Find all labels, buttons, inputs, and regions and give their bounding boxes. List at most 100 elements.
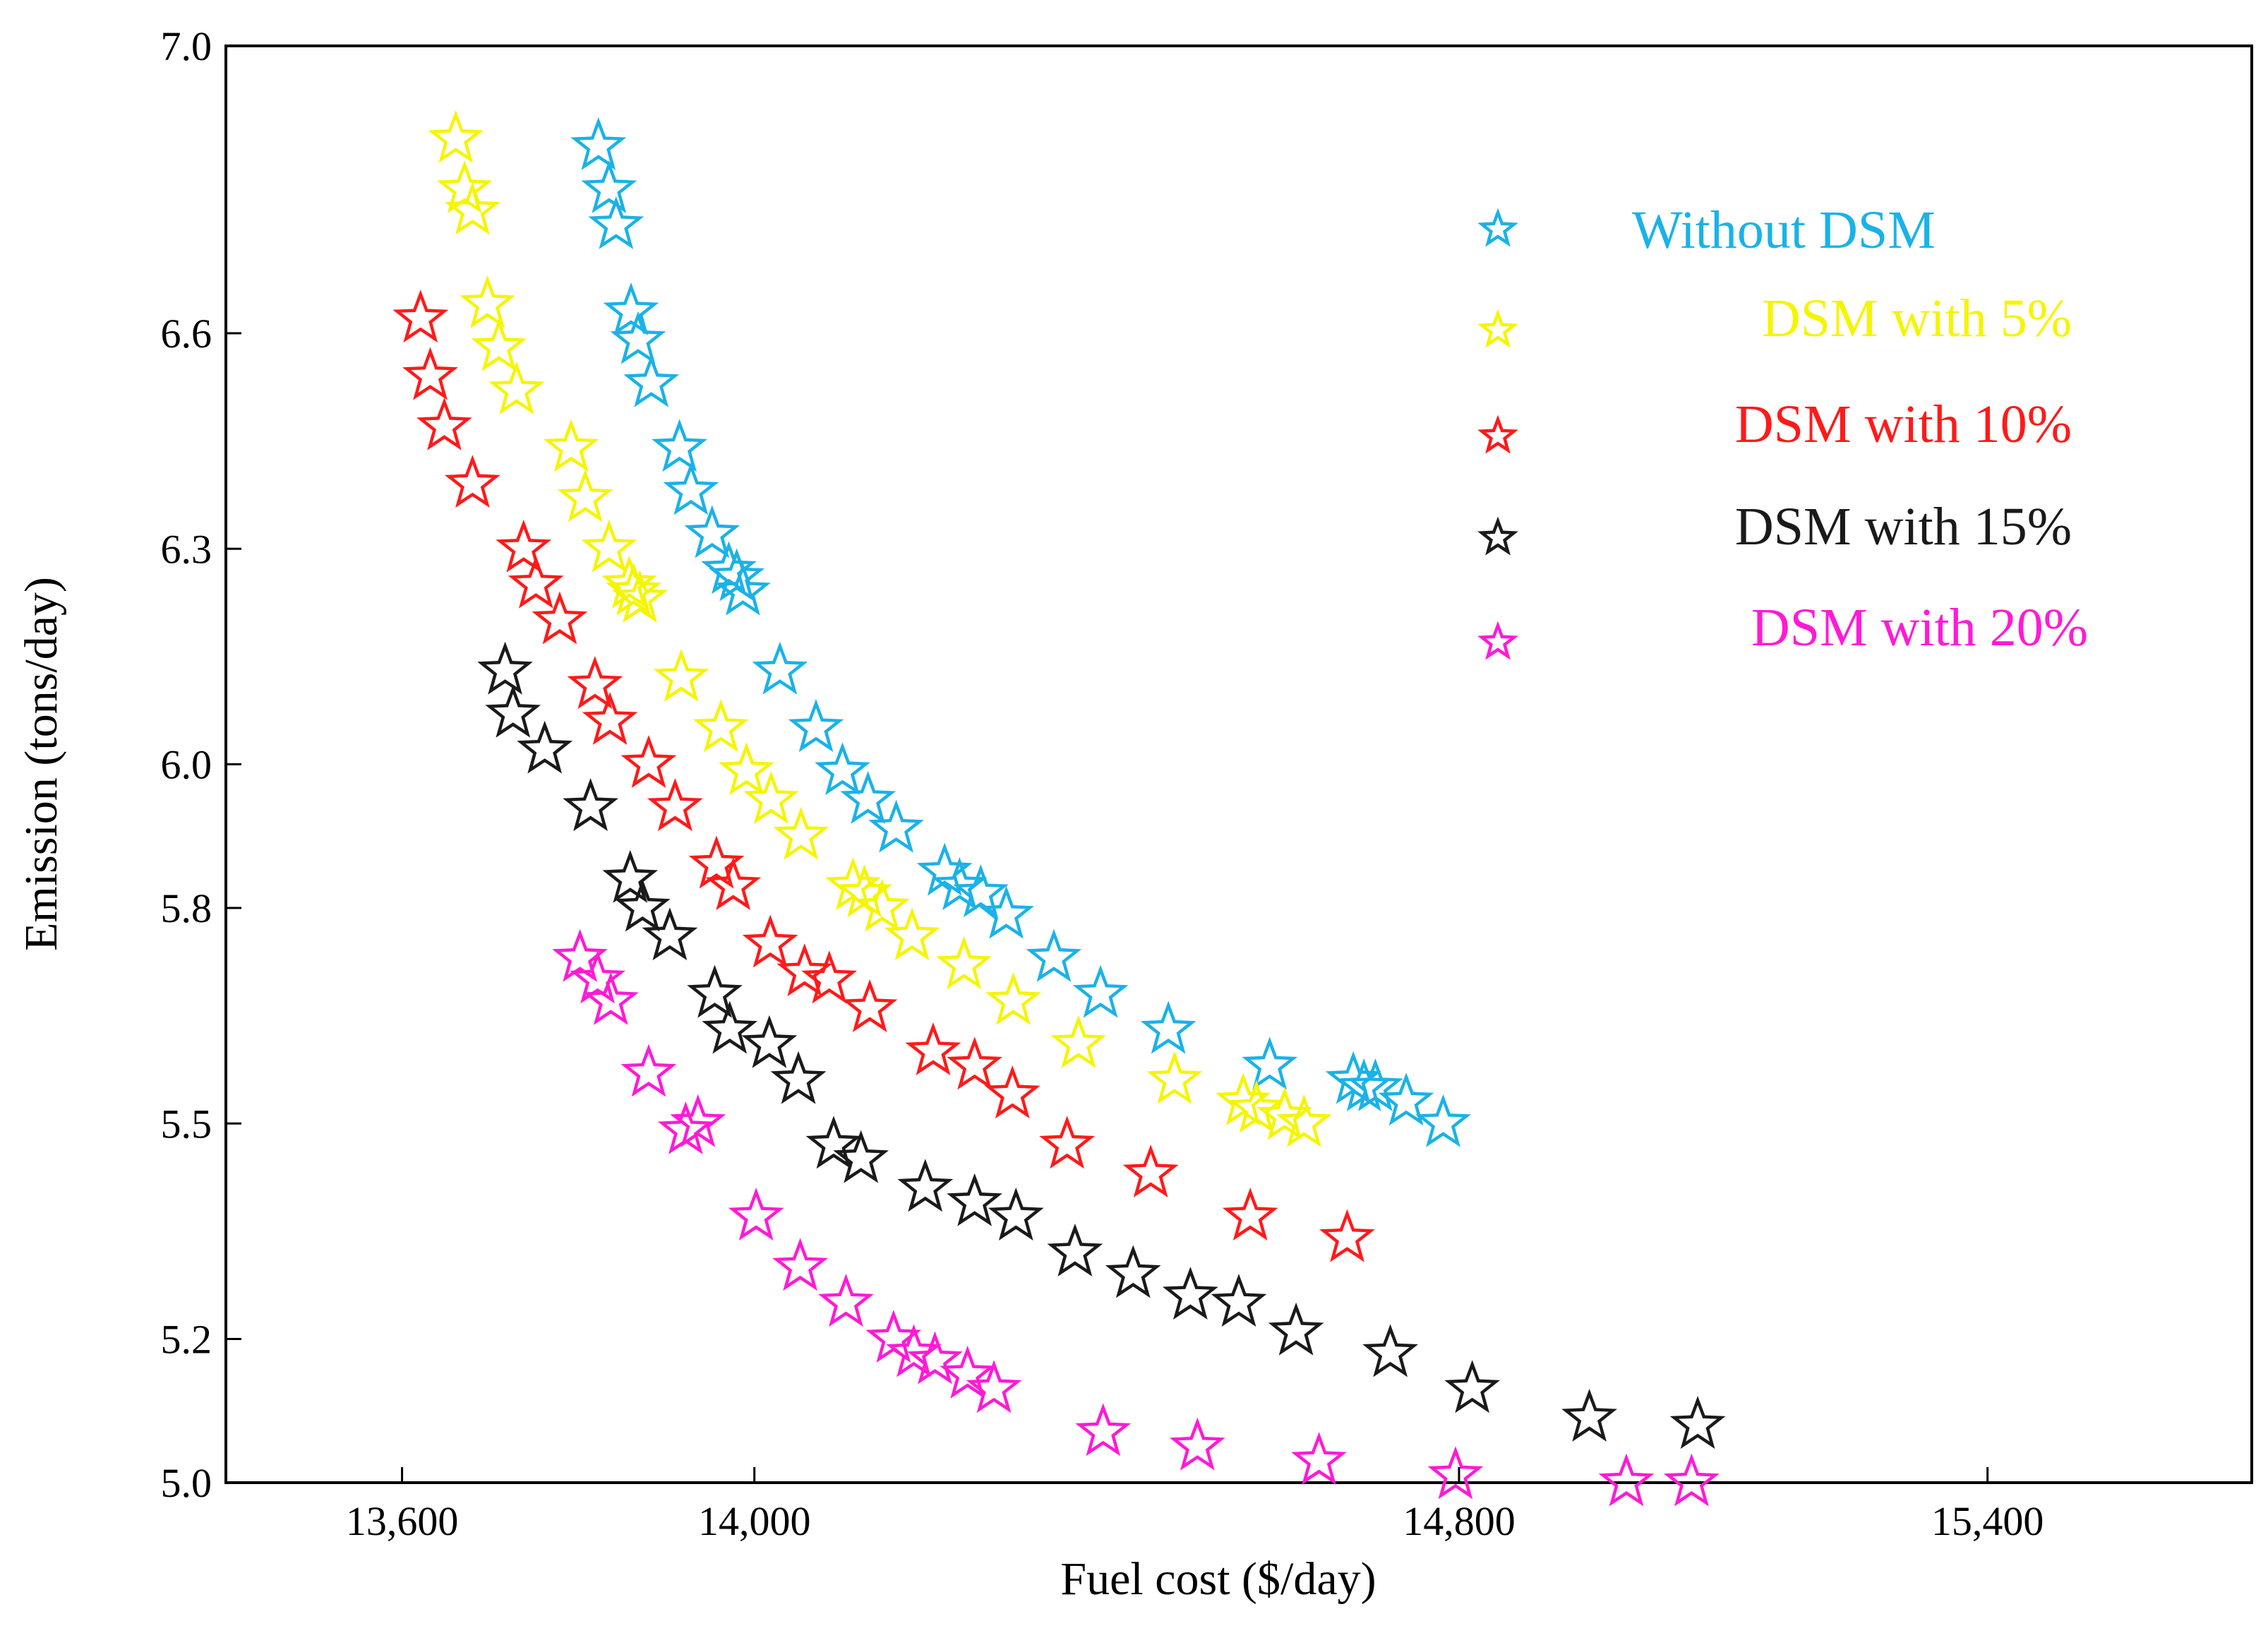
data-point-star-icon <box>517 720 573 774</box>
legend: Without DSM DSM with 5% DSM with 10% DSM wi… <box>1477 201 2088 660</box>
data-point-star-icon <box>1122 1144 1179 1197</box>
legend-star-icon <box>1477 516 1518 556</box>
data-point-star-icon <box>815 742 870 796</box>
data-point-star-icon <box>715 562 771 616</box>
data-point-star-icon <box>701 541 757 594</box>
data-point-star-icon <box>988 1188 1044 1241</box>
data-point-star-icon <box>602 849 659 903</box>
data-point-star-icon <box>688 835 745 889</box>
data-point-star-icon <box>1072 964 1129 1018</box>
data-point-star-icon <box>428 109 484 163</box>
x-tick-label: 13,600 <box>346 1498 459 1544</box>
data-point-star-icon <box>1415 1094 1471 1147</box>
data-point-star-icon <box>868 799 925 853</box>
legend-star-icon <box>1477 208 1518 247</box>
data-point-star-icon <box>543 419 599 472</box>
data-point-star-icon <box>833 1130 889 1183</box>
data-point-star-icon <box>460 275 516 328</box>
data-point-star-icon <box>485 684 541 738</box>
data-point-star-icon <box>1362 1324 1419 1377</box>
data-point-star-icon <box>581 519 637 573</box>
data-point-star-icon <box>477 641 533 695</box>
data-point-star-icon <box>508 555 564 609</box>
y-tick-label: 7.0 <box>161 23 212 69</box>
series-1 <box>428 109 1332 1147</box>
data-point-star-icon <box>805 1116 862 1169</box>
data-point-star-icon <box>916 842 973 896</box>
data-point-star-icon <box>552 928 608 982</box>
y-tick-label: 6.0 <box>161 742 212 788</box>
data-point-star-icon <box>567 656 623 710</box>
data-point-star-icon <box>445 181 500 235</box>
data-point-star-icon <box>416 397 472 450</box>
y-tick-label: 5.0 <box>161 1460 212 1506</box>
data-point-star-icon <box>623 354 680 407</box>
data-point-star-icon <box>1075 1403 1132 1457</box>
data-point-star-icon <box>642 907 698 961</box>
data-point-star-icon <box>947 1036 1003 1090</box>
data-point-star-icon <box>557 469 613 522</box>
data-point-star-icon <box>606 562 662 616</box>
x-axis-title: Fuel cost ($/day) <box>1060 1553 1376 1605</box>
data-point-star-icon <box>966 1360 1022 1413</box>
data-point-star-icon <box>952 864 1009 918</box>
data-point-star-icon <box>612 570 668 623</box>
data-point-star-icon <box>1427 1446 1484 1500</box>
data-point-star-icon <box>936 935 992 989</box>
data-point-star-icon <box>1256 1087 1313 1140</box>
data-point-star-icon <box>582 972 639 1025</box>
data-point-star-icon <box>1347 1058 1403 1111</box>
data-point-star-icon <box>1222 1188 1278 1241</box>
x-tick-label: 15,400 <box>1931 1498 2044 1544</box>
data-point-star-icon <box>702 1000 758 1054</box>
data-point-star-icon <box>1211 1274 1267 1327</box>
data-point-star-icon <box>709 548 765 602</box>
data-point-star-icon <box>1444 1360 1501 1413</box>
data-point-star-icon <box>884 907 940 961</box>
data-point-star-icon <box>620 1044 677 1097</box>
data-point-star-icon <box>1663 1453 1720 1507</box>
data-point-star-icon <box>770 1051 827 1104</box>
data-point-star-icon <box>940 1345 996 1399</box>
plot-frame <box>224 44 2253 1484</box>
data-point-star-icon <box>570 116 627 171</box>
data-point-star-icon <box>1319 1209 1375 1262</box>
data-point-star-icon <box>563 778 619 832</box>
data-point-star-icon <box>772 1238 829 1291</box>
data-point-star-icon <box>788 699 844 753</box>
data-point-star-icon <box>776 943 833 997</box>
data-point-star-icon <box>402 347 458 400</box>
data-point-star-icon <box>1170 1417 1225 1471</box>
data-point-star-icon <box>719 742 774 796</box>
data-point-star-icon <box>663 462 719 515</box>
data-point-star-icon <box>532 591 588 645</box>
data-point-star-icon <box>897 1159 954 1212</box>
data-point-star-icon <box>570 950 626 1004</box>
x-tick-label: 14,800 <box>1403 1498 1516 1544</box>
x-tick-label: 14,000 <box>698 1498 811 1544</box>
data-point-star-icon <box>670 1094 726 1147</box>
legend-label: DSM with 10% <box>1735 395 2072 454</box>
data-point-star-icon <box>1276 1094 1332 1147</box>
data-point-star-icon <box>1598 1453 1655 1507</box>
data-point-star-icon <box>984 1065 1040 1119</box>
legend-label: DSM with 20% <box>1751 598 2088 657</box>
data-point-star-icon <box>1228 1080 1285 1133</box>
data-point-star-icon <box>496 519 552 573</box>
series-2 <box>392 289 1375 1262</box>
data-point-star-icon <box>692 699 749 753</box>
data-point-star-icon <box>818 1274 874 1327</box>
data-point-star-icon <box>801 950 858 1004</box>
y-tick-label: 5.2 <box>161 1317 212 1363</box>
data-point-star-icon <box>471 318 527 371</box>
data-point-star-icon <box>1669 1396 1726 1449</box>
data-point-star-icon <box>436 160 493 214</box>
data-point-star-icon <box>488 361 545 414</box>
legend-label: DSM with 5% <box>1762 289 2072 348</box>
data-point-star-icon <box>653 648 709 702</box>
data-point-star-icon <box>907 1331 963 1385</box>
data-point-star-icon <box>1242 1036 1298 1090</box>
tick-labels: 13,600 14,000 14,800 15,400 5.0 5.2 5.5 5.8 6.0 6… <box>161 23 2044 1544</box>
